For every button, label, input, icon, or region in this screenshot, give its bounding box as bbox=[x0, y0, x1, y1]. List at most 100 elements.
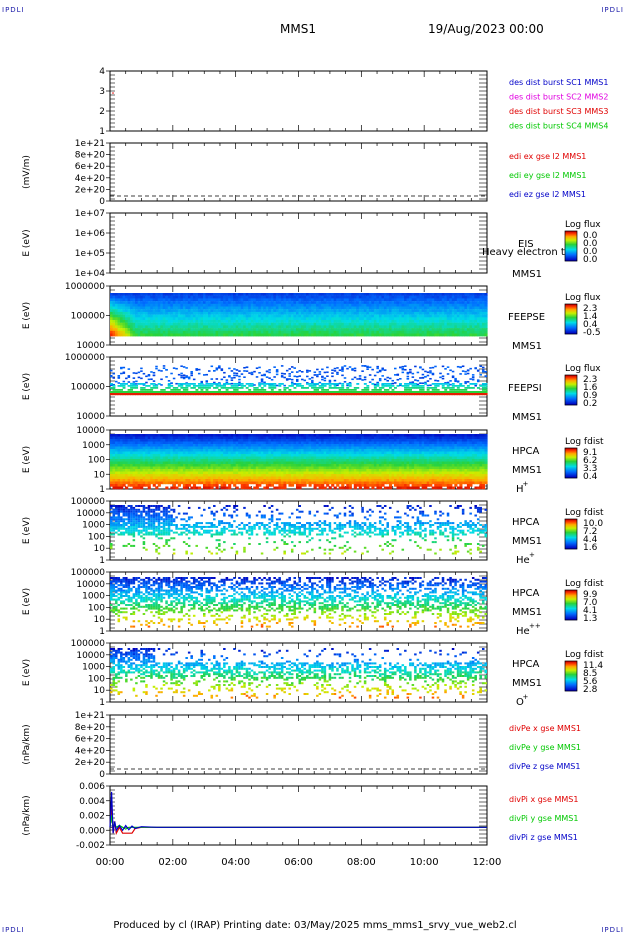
hpca-h-cell bbox=[165, 481, 169, 485]
feepsi-speck bbox=[285, 369, 289, 372]
hpca-h-cell bbox=[140, 461, 144, 465]
feepse-cell bbox=[115, 325, 119, 329]
feepse-cell bbox=[110, 333, 114, 337]
feepsi-speck bbox=[290, 371, 294, 373]
feepse-cell bbox=[283, 333, 287, 337]
feepse-cell bbox=[391, 333, 395, 337]
feepse-cell bbox=[228, 295, 232, 299]
feepsi-colorbar-band bbox=[565, 375, 577, 377]
feepse-cell bbox=[399, 317, 403, 321]
feepsi-cell bbox=[419, 393, 423, 396]
feepse-cell bbox=[208, 309, 212, 313]
feepse-cell bbox=[409, 322, 413, 326]
feepse-cell bbox=[399, 293, 403, 296]
feepse-cell bbox=[451, 298, 455, 302]
hpca-h-cell bbox=[167, 476, 171, 480]
feepsi-cell bbox=[235, 387, 239, 389]
feepse-cell bbox=[250, 328, 254, 331]
feepsi-speck bbox=[260, 380, 264, 383]
feepse-cell bbox=[197, 320, 202, 323]
feepse-cell bbox=[147, 303, 151, 307]
feepse-cell bbox=[396, 320, 400, 323]
feepse-cell bbox=[258, 333, 262, 337]
feepse-cell bbox=[306, 314, 310, 318]
feepsi-cell bbox=[175, 389, 179, 391]
feepsi-speck bbox=[411, 372, 415, 375]
feepse-cell bbox=[416, 303, 420, 307]
feepsi-cell bbox=[346, 383, 350, 385]
feepse-cell bbox=[323, 301, 327, 304]
hpca-h-cell bbox=[110, 466, 114, 470]
feepse-cell bbox=[311, 330, 315, 334]
feepse-cell bbox=[451, 325, 455, 329]
feepsi-cell bbox=[441, 387, 445, 389]
feepse-cell bbox=[220, 298, 224, 302]
feepse-cell bbox=[157, 325, 161, 329]
feepsi-cell bbox=[461, 393, 465, 396]
feepsi-cell bbox=[263, 385, 267, 387]
feepse-cell bbox=[268, 295, 272, 299]
feepse-cell bbox=[406, 301, 410, 304]
feepse-cell bbox=[441, 309, 445, 313]
feepse-cell bbox=[441, 333, 445, 337]
feepsi-cell bbox=[424, 383, 428, 385]
feepse-cell bbox=[238, 314, 242, 318]
hpca-h-cell bbox=[125, 449, 129, 452]
feepse-cell bbox=[449, 295, 453, 299]
feepsi-cell bbox=[383, 391, 388, 393]
feepsi-speck bbox=[456, 381, 460, 383]
feepse-cell bbox=[125, 303, 129, 307]
feepse-cell bbox=[318, 325, 322, 329]
feepse-cell bbox=[313, 333, 317, 337]
feepsi-speck bbox=[177, 373, 181, 376]
hpca-h-cell bbox=[160, 446, 164, 450]
feepse-cell bbox=[328, 322, 332, 326]
feepse-cell bbox=[386, 330, 390, 334]
feepse-cell bbox=[391, 306, 395, 310]
feepsi-speck bbox=[230, 370, 234, 372]
feepse-cell bbox=[328, 295, 332, 299]
feepse-cell bbox=[125, 311, 129, 315]
hpca-h-cell bbox=[145, 436, 149, 440]
feepse-cell bbox=[240, 293, 244, 296]
hpca-h-cell bbox=[197, 441, 202, 445]
feepse-cell bbox=[125, 298, 129, 302]
feepse-cell bbox=[122, 328, 126, 331]
feepse-cell bbox=[245, 309, 249, 313]
feepse-cell bbox=[341, 333, 345, 337]
feepse-cell bbox=[245, 301, 249, 304]
feepsi-cell bbox=[192, 393, 197, 396]
feepse-cell bbox=[358, 295, 362, 299]
feepse-cell bbox=[396, 293, 400, 296]
hpca-h-cell bbox=[125, 461, 129, 465]
feepse-cell bbox=[120, 293, 124, 296]
feepse-cell bbox=[479, 303, 483, 307]
feepse-cell bbox=[152, 295, 156, 299]
hpca-h-cell bbox=[132, 471, 136, 475]
feepsi-cell bbox=[258, 383, 262, 385]
feepse-cell bbox=[145, 295, 149, 299]
feepse-cell bbox=[177, 301, 181, 304]
hpca-h-cell bbox=[170, 449, 174, 452]
feepsi-speck bbox=[414, 365, 417, 368]
hpca-h-cell bbox=[172, 486, 176, 490]
feepse-cell bbox=[394, 298, 398, 302]
feepse-cell bbox=[255, 325, 259, 329]
feepsi-speck bbox=[295, 371, 299, 373]
hpca-h-cell bbox=[172, 439, 176, 442]
feepse-cell bbox=[394, 301, 398, 304]
feepsi-cell bbox=[471, 391, 476, 393]
feepsi-speck bbox=[301, 370, 304, 373]
feepsi-speck bbox=[190, 370, 193, 373]
feepsi-cell bbox=[210, 393, 214, 396]
hpca-h-cell bbox=[120, 459, 124, 462]
feepse-cell bbox=[197, 314, 202, 318]
feepse-cell bbox=[431, 322, 435, 326]
feepsi-speck bbox=[333, 370, 337, 372]
feepse-cell bbox=[115, 333, 119, 337]
feepse-cell bbox=[303, 293, 307, 296]
feepsi-cell bbox=[353, 393, 357, 396]
feepse-cell bbox=[202, 301, 207, 304]
feepsi-cell bbox=[233, 391, 237, 393]
feepse-cell bbox=[200, 295, 204, 299]
